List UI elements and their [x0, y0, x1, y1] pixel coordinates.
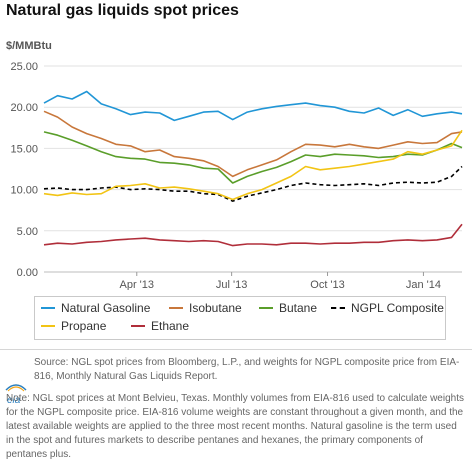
legend-item: Ethane — [131, 319, 189, 333]
series-line-natural-gasoline — [43, 90, 463, 122]
chart-legend: Natural Gasoline Isobutane Butane NGPL Comp… — [34, 296, 446, 340]
legend-item: NGPL Composite — [331, 301, 444, 315]
x-tick-label: Jul '13 — [216, 279, 247, 290]
legend-swatch — [169, 307, 183, 309]
y-tick-label: 20.00 — [10, 102, 38, 114]
logo-text: eia — [7, 395, 21, 406]
x-tick-label: Oct '13 — [310, 279, 345, 290]
legend-label: Natural Gasoline — [61, 301, 151, 315]
y-tick-label: 10.00 — [10, 185, 38, 197]
y-tick-label: 15.00 — [10, 143, 38, 155]
legend-swatch — [41, 307, 55, 309]
x-tick-label: Jan '14 — [406, 279, 441, 290]
legend-item: Propane — [41, 319, 106, 333]
divider — [0, 349, 472, 350]
series-line-propane — [43, 129, 463, 201]
chart-title: Natural gas liquids spot prices — [6, 2, 239, 19]
x-tick-label: Apr '13 — [120, 279, 155, 290]
y-tick-label: 25.00 — [10, 61, 38, 73]
legend-label: Propane — [61, 319, 107, 333]
series-line-isobutane — [43, 110, 463, 178]
y-axis-unit-label: $/MMBtu — [6, 40, 52, 52]
eia-logo-icon: eia — [5, 384, 27, 406]
legend-item: Butane — [259, 301, 317, 315]
y-tick-label: 5.00 — [17, 226, 38, 238]
footnote: Note: NGL spot prices at Mont Belvieu, T… — [6, 393, 464, 460]
legend-swatch — [131, 325, 145, 327]
series-line-ngpl-composite — [43, 165, 463, 202]
legend-swatch — [331, 307, 345, 309]
legend-swatch — [259, 307, 273, 309]
series-line-ethane — [43, 223, 463, 247]
line-chart: 0.00 5.00 10.00 15.00 20.00 25.00 Apr '13 Jul '… — [10, 61, 463, 290]
legend-label: Ethane — [151, 319, 190, 333]
legend-swatch — [41, 325, 55, 327]
legend-label: NGPL Composite — [351, 301, 444, 315]
legend-item: Isobutane — [169, 301, 242, 315]
legend-label: Butane — [279, 301, 318, 315]
source-note: Source: NGL spot prices from Bloomberg, … — [34, 357, 460, 382]
series-line-butane — [43, 131, 463, 184]
legend-label: Isobutane — [189, 301, 242, 315]
y-tick-label: 0.00 — [17, 267, 38, 279]
legend-item: Natural Gasoline — [41, 301, 150, 315]
